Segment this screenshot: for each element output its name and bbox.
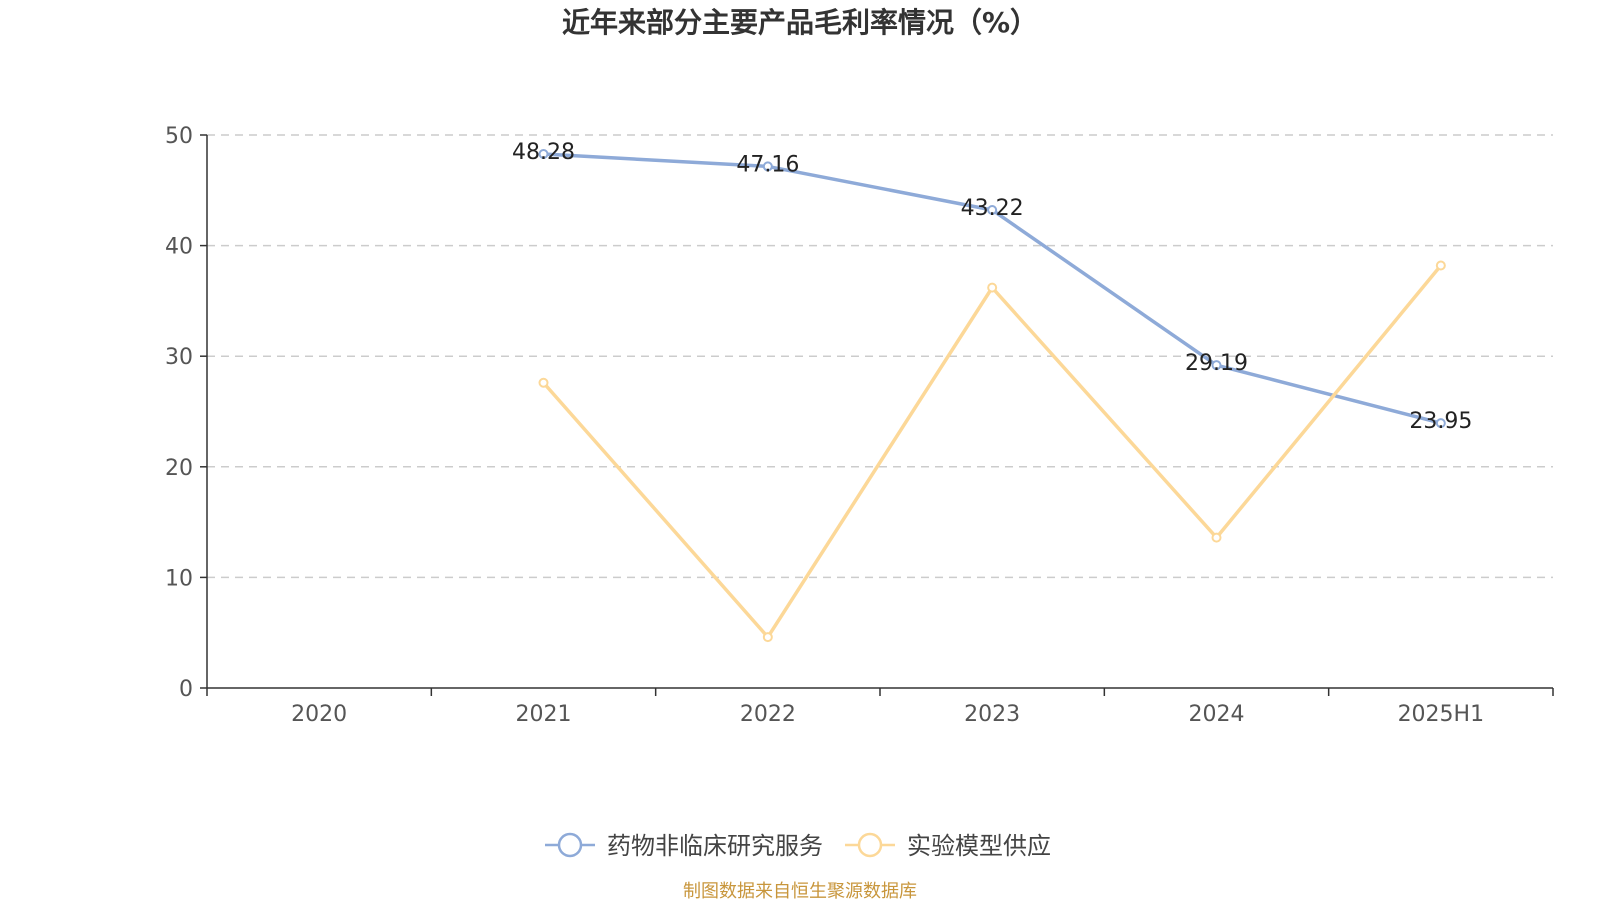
gridlines <box>207 134 1553 579</box>
y-tick-label: 0 <box>179 677 193 702</box>
source-note: 制图数据来自恒生聚源数据库 <box>683 881 917 900</box>
y-tick-label: 30 <box>165 345 193 370</box>
legend-label: 实验模型供应 <box>907 832 1051 860</box>
data-labels: 48.28 47.16 43.22 29.19 23.95 <box>512 140 1472 434</box>
y-tick-label: 40 <box>165 235 193 260</box>
legend-marker <box>857 832 883 858</box>
x-tick-label: 2020 <box>291 702 347 727</box>
x-tick-label: 2021 <box>516 702 572 727</box>
chart-title: 近年来部分主要产品毛利率情况（%） <box>562 6 1038 39</box>
series-line-2 <box>542 264 1443 639</box>
data-label: 47.16 <box>736 152 799 177</box>
axes: 0 10 20 30 40 50 2020 2021 2022 2023 2024 2025H1 <box>165 124 1554 727</box>
y-tick-label: 50 <box>165 124 193 149</box>
series-2-point <box>987 282 998 293</box>
series-2-point <box>762 632 773 643</box>
series-1-point <box>538 149 549 160</box>
x-tick-label: 2025H1 <box>1398 702 1485 727</box>
series-2-point <box>538 377 549 388</box>
series-1-point <box>1211 360 1222 371</box>
series-layer <box>538 149 1446 643</box>
data-label: 43.22 <box>961 196 1024 221</box>
x-tick-label: 2024 <box>1189 702 1245 727</box>
data-label: 29.19 <box>1185 351 1248 376</box>
data-label: 48.28 <box>512 140 575 165</box>
y-tick-label: 20 <box>165 456 193 481</box>
data-label: 23.95 <box>1409 409 1472 434</box>
series-2-point <box>1435 260 1446 271</box>
x-tick-label: 2022 <box>740 702 796 727</box>
legend-label: 药物非临床研究服务 <box>607 832 823 860</box>
y-tick-label: 10 <box>165 566 193 591</box>
series-2-point <box>1211 532 1222 543</box>
legend-marker <box>557 832 583 858</box>
series-1-point <box>762 161 773 172</box>
series-1-point <box>1435 418 1446 429</box>
series-1-point <box>987 204 998 215</box>
x-tick-label: 2023 <box>964 702 1020 727</box>
legend: 药物非临床研究服务 实验模型供应 <box>545 832 1051 860</box>
